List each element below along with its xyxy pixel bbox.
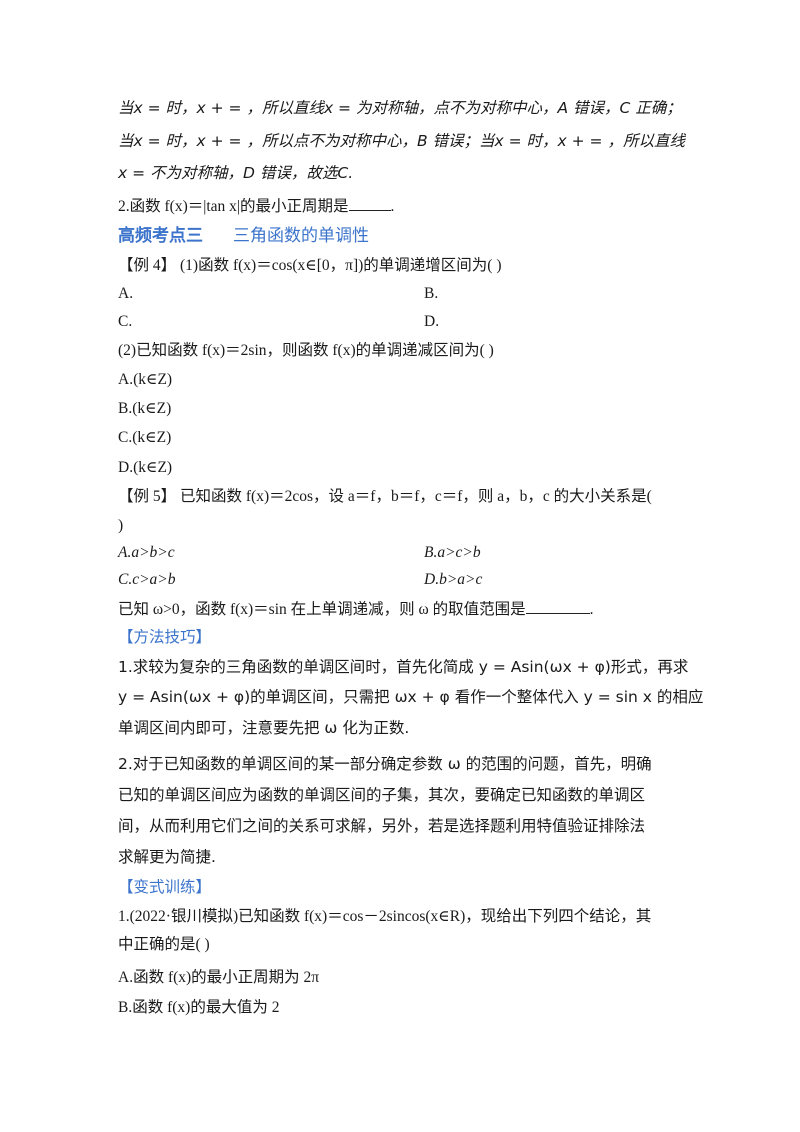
section-heading: 高频考点三 三角函数的单调性 bbox=[118, 226, 369, 246]
example-4-p1-text: (1)函数 f(x)＝cos(x∈[0，π])的单调递增区间为( ) bbox=[180, 257, 502, 274]
practice-heading: 【变式训练】 bbox=[118, 878, 212, 896]
omega-question: 已知 ω>0，函数 f(x)＝sin 在上单调递减，则 ω 的取值范围是. bbox=[118, 599, 593, 620]
method-line: 单调区间内即可，注意要先把 ω 化为正数. bbox=[118, 719, 410, 737]
example-5: 【例 5】 已知函数 f(x)＝2cos，设 a＝f，b＝f，c＝f，则 a，b… bbox=[118, 487, 652, 507]
example-4-tag: 【例 4】 bbox=[118, 257, 177, 274]
solution-line-2: 当x = 时，x + = ，所以点不为对称中心，B 错误；当x = 时，x + … bbox=[118, 132, 685, 150]
example-5-tag: 【例 5】 bbox=[118, 488, 177, 505]
method-line: 2.对于已知函数的单调区间的某一部分确定参数 ω 的范围的问题，首先，明确 bbox=[118, 755, 652, 773]
practice-q1-line-2: 中正确的是( ) bbox=[118, 936, 210, 953]
example-4-part-2: (2)已知函数 f(x)＝2sin，则函数 f(x)的单调递减区间为( ) bbox=[118, 342, 494, 359]
answer-blank bbox=[525, 599, 590, 614]
solution-line-3: x = 不为对称轴，D 错误，故选C. bbox=[118, 164, 354, 182]
option-c: C.(k∈Z) bbox=[118, 429, 172, 446]
option-b: B.函数 f(x)的最大值为 2 bbox=[118, 999, 280, 1016]
question-2: 2.函数 f(x)＝|tan x|的最小正周期是. bbox=[118, 196, 394, 217]
option-c: C.c>a>b bbox=[118, 571, 176, 588]
option-a: A.a>b>c bbox=[118, 544, 175, 561]
option-a: A.(k∈Z) bbox=[118, 371, 173, 388]
option-c: C. bbox=[118, 313, 133, 330]
section-title: 三角函数的单调性 bbox=[233, 226, 369, 246]
method-line: 间，从而利用它们之间的关系可求解，另外，若是选择题利用特值验证排除法 bbox=[118, 817, 646, 835]
option-b: B.(k∈Z) bbox=[118, 400, 172, 417]
example-5-text: 已知函数 f(x)＝2cos，设 a＝f，b＝f，c＝f，则 a，b，c 的大小… bbox=[176, 488, 652, 505]
method-line: 已知的单调区间应为函数的单调区间的子集，其次，要确定已知函数的单调区 bbox=[118, 786, 646, 804]
section-label: 高频考点三 bbox=[118, 226, 203, 246]
question-2-text: 2.函数 f(x)＝|tan x|的最小正周期是 bbox=[118, 198, 349, 215]
option-d: D.b>a>c bbox=[424, 571, 483, 588]
example-5-cont: ) bbox=[118, 517, 124, 534]
method-line: 求解更为简捷. bbox=[118, 848, 216, 866]
option-b: B. bbox=[424, 285, 439, 302]
method-line: y = Asin(ωx + φ)的单调区间，只需把 ωx + φ 看作一个整体代… bbox=[118, 688, 704, 706]
method-heading: 【方法技巧】 bbox=[118, 628, 212, 646]
option-b: B.a>c>b bbox=[424, 544, 481, 561]
question-2-end: . bbox=[390, 198, 395, 215]
method-line: 1.求较为复杂的三角函数的单调区间时，首先化简成 y = Asin(ωx + φ… bbox=[118, 658, 689, 676]
option-d: D. bbox=[424, 313, 440, 330]
answer-blank bbox=[348, 196, 391, 211]
option-a: A. bbox=[118, 285, 134, 302]
practice-q1-line-1: 1.(2022·银川模拟)已知函数 f(x)＝cos－2sincos(x∈R)，… bbox=[118, 908, 652, 925]
solution-line-1: 当x = 时，x + = ，所以直线x = 为对称轴，点不为对称中心，A 错误，… bbox=[118, 99, 682, 117]
omega-question-end: . bbox=[589, 601, 594, 618]
example-4-part-1: 【例 4】 (1)函数 f(x)＝cos(x∈[0，π])的单调递增区间为( ) bbox=[118, 256, 502, 276]
option-d: D.(k∈Z) bbox=[118, 459, 173, 476]
omega-question-text: 已知 ω>0，函数 f(x)＝sin 在上单调递减，则 ω 的取值范围是 bbox=[118, 601, 526, 618]
option-a: A.函数 f(x)的最小正周期为 2π bbox=[118, 969, 320, 986]
